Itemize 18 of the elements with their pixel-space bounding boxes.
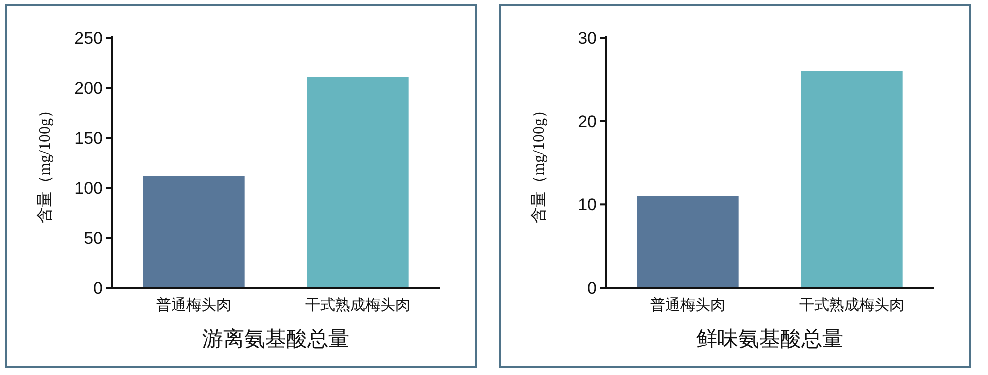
y-tick-label: 200 <box>74 79 103 98</box>
x-tick-label: 干式熟成梅头肉 <box>800 297 904 314</box>
x-tick-label: 普通梅头肉 <box>156 297 232 314</box>
y-tick-label: 50 <box>84 229 103 248</box>
y-tick-label: 10 <box>578 196 597 215</box>
y-axis-title: 含量（mg/100g） <box>36 102 54 224</box>
x-axis-title: 游离氨基酸总量 <box>202 327 350 351</box>
x-axis-title: 鲜味氨基酸总量 <box>696 327 844 351</box>
y-tick-label: 0 <box>588 279 597 298</box>
y-tick-label: 0 <box>94 279 103 298</box>
y-tick-label: 20 <box>578 112 597 132</box>
x-tick-label: 普通梅头肉 <box>650 297 726 314</box>
y-tick-label: 150 <box>74 129 103 148</box>
x-tick-label: 干式熟成梅头肉 <box>306 297 410 314</box>
y-tick-label: 100 <box>74 179 103 198</box>
y-axis-title: 含量（mg/100g） <box>530 102 548 224</box>
y-tick-label: 250 <box>74 29 103 48</box>
y-tick-label: 30 <box>578 29 597 48</box>
